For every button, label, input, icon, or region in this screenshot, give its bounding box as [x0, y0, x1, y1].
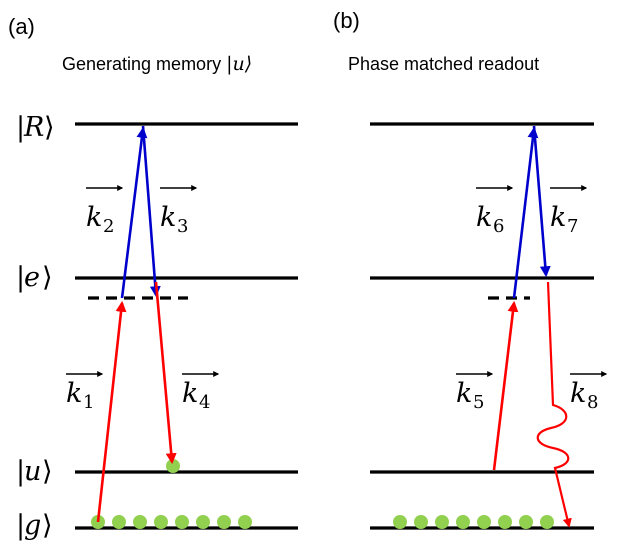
level-label-u: | u ⟩	[16, 456, 53, 487]
beam-k3	[141, 125, 161, 298]
level-symbol-e: e	[24, 262, 40, 293]
level-symbol-u: u	[24, 456, 41, 487]
label-k4: k 4	[182, 371, 220, 413]
svg-text:|: |	[16, 262, 25, 293]
atom	[112, 515, 126, 529]
svg-text:1: 1	[83, 392, 94, 413]
svg-text:4: 4	[199, 392, 210, 413]
panel-b-label: (b)	[333, 8, 360, 33]
atom	[435, 515, 449, 529]
svg-text:k: k	[550, 202, 566, 233]
label-k6: k 6	[476, 185, 514, 237]
svg-text:⟩: ⟩	[42, 510, 53, 541]
panel-b: (b) Phase matched readout k 6	[333, 8, 608, 530]
atom	[393, 515, 407, 529]
panel-b-title: Phase matched readout	[348, 54, 539, 74]
svg-text:3: 3	[177, 216, 188, 237]
level-label-e: | e ⟩	[16, 262, 53, 293]
label-k7: k 7	[550, 185, 588, 237]
svg-text:k: k	[456, 378, 472, 409]
beam-k4	[154, 281, 177, 465]
label-k2: k 2	[86, 185, 124, 237]
beam-k2	[120, 126, 148, 299]
beam-k6	[512, 126, 539, 299]
atom	[238, 515, 252, 529]
label-k8: k 8	[570, 371, 608, 413]
atom	[540, 515, 554, 529]
atom	[175, 515, 189, 529]
svg-text:2: 2	[103, 216, 114, 237]
svg-text:8: 8	[587, 392, 598, 413]
label-k1: k 1	[66, 371, 104, 413]
label-k5: k 5	[456, 371, 494, 413]
atom	[414, 515, 428, 529]
atom	[456, 515, 470, 529]
panel-a: (a) Generating memory |u⟩ | R ⟩ | e ⟩ | …	[8, 14, 298, 541]
beam-k5	[492, 300, 519, 471]
atom	[519, 515, 533, 529]
svg-text:k: k	[86, 202, 102, 233]
panel-a-title-text: Generating memory	[62, 54, 226, 74]
svg-text:k: k	[570, 378, 586, 409]
atom	[154, 515, 168, 529]
svg-text:⟩: ⟩	[42, 456, 53, 487]
svg-text:k: k	[182, 378, 198, 409]
svg-text:k: k	[66, 378, 82, 409]
atom	[196, 515, 210, 529]
atom	[133, 515, 147, 529]
svg-text:7: 7	[567, 216, 578, 237]
beam-k8-photon	[536, 281, 572, 528]
level-label-R: | R ⟩	[16, 112, 55, 143]
panel-a-title: Generating memory |u⟩	[62, 53, 252, 75]
atom	[217, 515, 231, 529]
svg-text:⟩: ⟩	[42, 262, 53, 293]
svg-text:⟩: ⟩	[44, 112, 55, 143]
atom	[477, 515, 491, 529]
svg-text:6: 6	[493, 216, 504, 237]
panel-a-label: (a)	[8, 14, 35, 39]
level-symbol-g: g	[24, 510, 41, 541]
svg-text:|: |	[16, 456, 25, 487]
svg-text:|: |	[16, 510, 25, 541]
label-k3: k 3	[160, 185, 198, 237]
svg-text:5: 5	[473, 392, 484, 413]
level-label-g: | g ⟩	[16, 510, 53, 541]
svg-text:|: |	[16, 112, 25, 143]
atoms-ground-b	[393, 515, 554, 529]
beam-k1	[96, 300, 127, 523]
svg-text:k: k	[476, 202, 492, 233]
level-symbol-R: R	[23, 112, 44, 143]
panel-a-title-ket: |u⟩	[226, 53, 252, 75]
atom	[498, 515, 512, 529]
svg-text:k: k	[160, 202, 176, 233]
beam-k7	[532, 125, 551, 278]
